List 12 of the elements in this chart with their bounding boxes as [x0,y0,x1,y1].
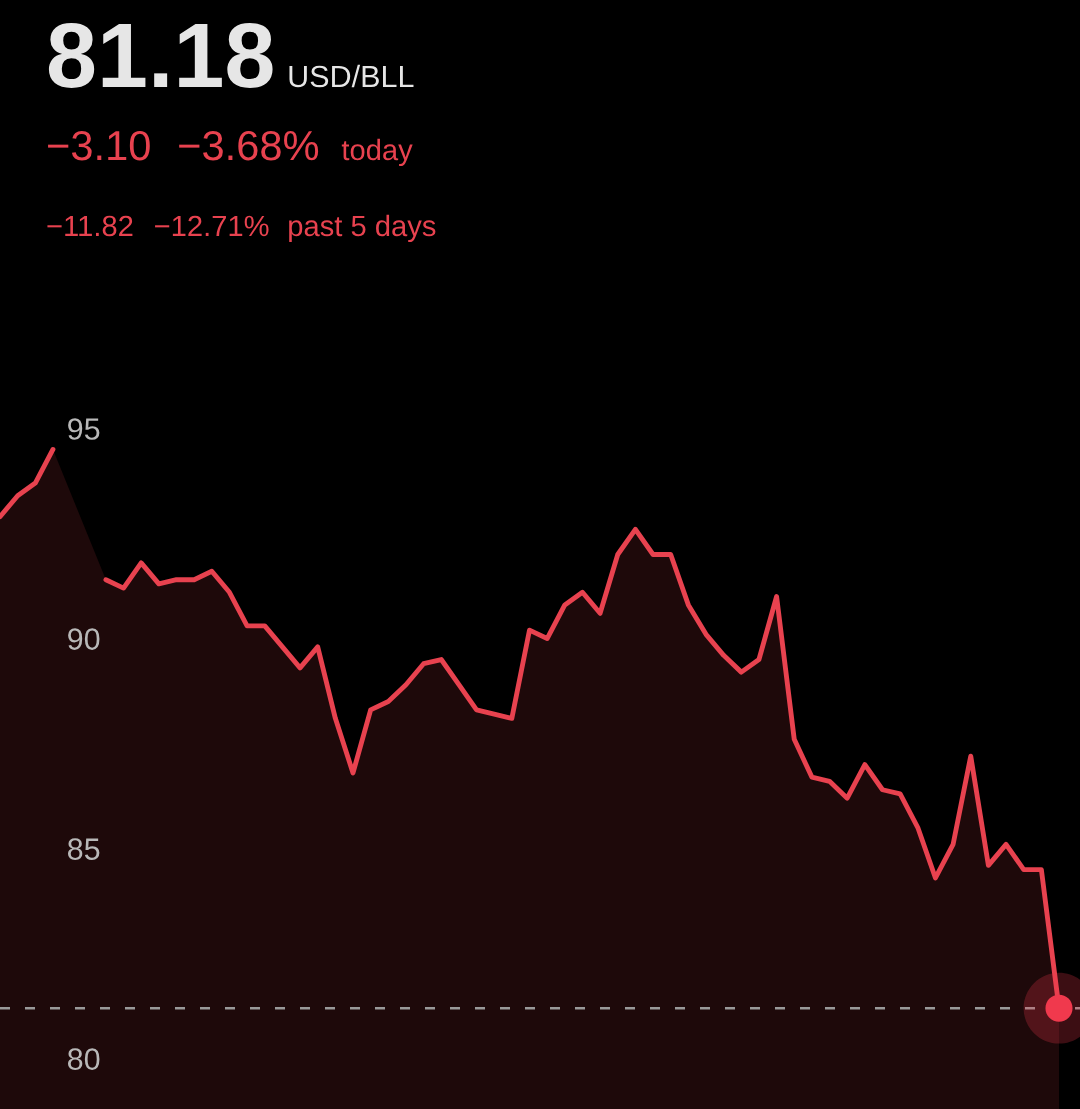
annotation: today [341,138,413,167]
y-tick-label: 80 [67,1048,100,1070]
annotation: past 5 days [289,214,436,243]
annotation: −11.82 [47,215,133,237]
y-tick-label: 90 [68,628,100,650]
annotation: −3.10 [48,130,150,161]
y-tick-label: 95 [68,418,100,440]
annotation: −3.68% [179,130,319,161]
text: USD/BLL [289,64,414,88]
chart-title: 81.18 [48,22,273,88]
annotation: −12.71% [155,215,269,237]
y-tick-label: 85 [67,838,100,860]
